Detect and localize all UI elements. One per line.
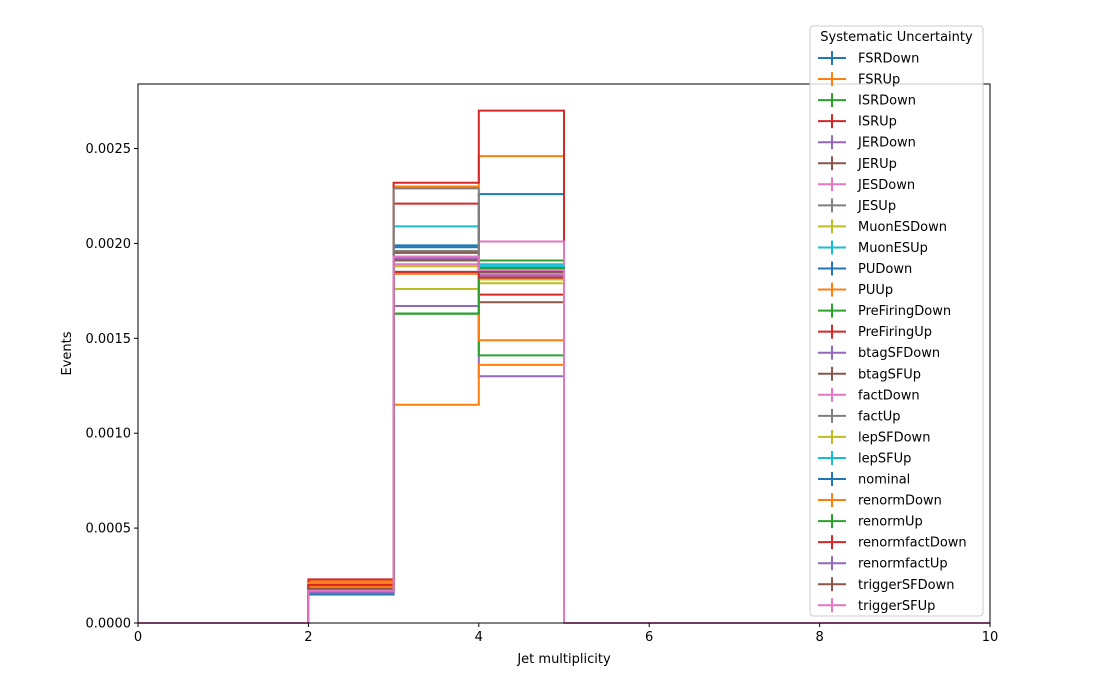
legend-label: renormUp <box>858 515 923 530</box>
legend-item: factDown <box>818 387 920 403</box>
legend-label: MuonESDown <box>858 220 947 235</box>
legend-item: triggerSFDown <box>818 577 954 593</box>
legend-item: JESUp <box>818 198 896 214</box>
legend-item: PUDown <box>818 261 912 277</box>
legend-item: renormDown <box>818 493 942 509</box>
legend-items: FSRDown FSRUp ISRDown ISRUp JERDown JERUp JESD… <box>818 51 967 614</box>
legend-label: btagSFUp <box>858 367 921 382</box>
axes-frame <box>137 83 991 624</box>
legend-item: renormfactUp <box>818 556 948 572</box>
legend-item: PreFiringDown <box>818 303 951 319</box>
y-axis-ticks: 0.0000 0.0005 0.0010 0.0015 0.0020 0.0025 <box>86 142 138 632</box>
legend-label: PreFiringDown <box>858 304 951 319</box>
legend-label: nominal <box>858 473 910 488</box>
x-tick-label: 6 <box>645 630 653 645</box>
legend-item: lepSFUp <box>818 450 911 466</box>
legend-item: ISRUp <box>818 114 897 130</box>
legend-title: Systematic Uncertainty <box>820 30 973 45</box>
legend-item: PreFiringUp <box>818 324 932 340</box>
legend-label: ISRDown <box>858 94 916 109</box>
legend-label: MuonESUp <box>858 241 928 256</box>
legend-item: renormfactDown <box>818 535 967 551</box>
legend-label: JERDown <box>857 136 916 151</box>
legend-box <box>809 25 984 617</box>
legend-label: lepSFDown <box>858 430 930 445</box>
legend-item: ISRDown <box>818 93 916 109</box>
legend-item: FSRDown <box>818 51 919 67</box>
y-axis-label: Events <box>60 331 75 375</box>
legend-item: renormUp <box>818 514 923 530</box>
x-tick-label: 10 <box>982 630 999 645</box>
x-tick-label: 4 <box>475 630 483 645</box>
legend-label: factDown <box>858 388 920 403</box>
legend-item: btagSFDown <box>818 345 940 361</box>
legend-item: JESDown <box>818 177 915 193</box>
y-tick-label: 0.0015 <box>86 332 132 347</box>
legend-label: triggerSFDown <box>858 578 954 593</box>
legend-item: MuonESUp <box>818 240 928 256</box>
legend-label: renormfactUp <box>858 557 948 572</box>
legend-item: factUp <box>818 408 901 424</box>
legend-label: triggerSFUp <box>858 599 935 614</box>
legend-label: JESDown <box>857 178 915 193</box>
y-tick-label: 0.0010 <box>86 427 132 442</box>
legend-label: renormfactDown <box>858 536 967 551</box>
y-tick-label: 0.0025 <box>86 142 132 157</box>
legend-label: factUp <box>858 409 901 424</box>
x-axis-ticks: 0 2 4 6 8 10 <box>134 623 998 645</box>
legend-item: PUUp <box>818 282 893 298</box>
x-axis-label: Jet multiplicity <box>516 652 611 667</box>
x-tick-label: 2 <box>304 630 312 645</box>
legend-item: triggerSFUp <box>818 598 935 614</box>
legend-label: lepSFUp <box>858 451 911 466</box>
legend-label: renormDown <box>858 494 942 509</box>
legend-label: FSRUp <box>858 73 900 88</box>
y-tick-label: 0.0000 <box>86 617 132 632</box>
legend-item: FSRUp <box>818 72 900 88</box>
legend-label: PreFiringUp <box>858 325 932 340</box>
legend-item: nominal <box>818 472 910 488</box>
x-tick-label: 0 <box>134 630 142 645</box>
legend-item: lepSFDown <box>818 429 930 445</box>
legend-item: MuonESDown <box>818 219 947 235</box>
legend-label: JERUp <box>857 157 897 172</box>
legend-item: btagSFUp <box>818 366 921 382</box>
legend-label: JESUp <box>857 199 896 214</box>
legend-item: JERUp <box>818 156 897 172</box>
legend-item: JERDown <box>818 135 916 151</box>
legend: Systematic Uncertainty FSRDown FSRUp ISRDo… <box>809 25 984 617</box>
legend-label: PUUp <box>858 283 893 298</box>
legend-label: ISRUp <box>858 115 897 130</box>
legend-label: FSRDown <box>858 52 919 67</box>
legend-label: PUDown <box>858 262 912 277</box>
x-tick-label: 8 <box>815 630 823 645</box>
legend-label: btagSFDown <box>858 346 940 361</box>
y-tick-label: 0.0020 <box>86 237 132 252</box>
y-tick-label: 0.0005 <box>86 522 132 537</box>
